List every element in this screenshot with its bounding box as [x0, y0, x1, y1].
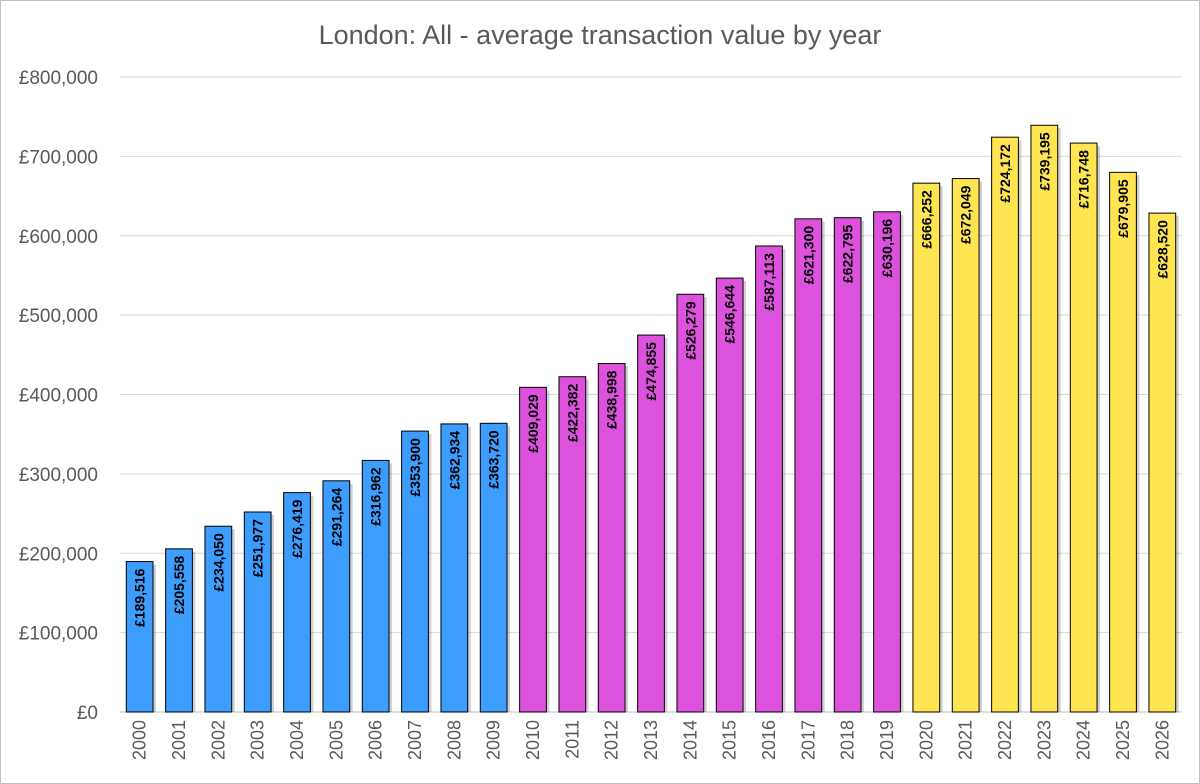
x-tick-label: 2019	[877, 720, 897, 760]
x-tick-label: 2009	[484, 720, 504, 760]
bar-2006	[361, 459, 390, 713]
data-label: £474,855	[643, 342, 659, 401]
y-axis-tick-labels: £0 £100,000 £200,000 £300,000 £400,000 £500,0…	[19, 68, 98, 724]
data-labels: £189,516 £205,558 £234,050 £251,977 £276,419…	[132, 132, 1171, 627]
x-tick-label: 2011	[562, 720, 582, 759]
bar-2007	[401, 430, 429, 713]
bar-2023	[1030, 124, 1059, 713]
x-tick-label: 2010	[523, 720, 543, 760]
bar-2022	[991, 136, 1019, 713]
data-label: £672,049	[958, 185, 974, 244]
data-label: £628,520	[1154, 220, 1170, 279]
x-tick-label: 2025	[1113, 720, 1133, 760]
bar-2003	[243, 511, 272, 713]
data-label: £739,195	[1036, 132, 1052, 191]
bar-2013	[637, 334, 665, 713]
data-label: £422,382	[564, 384, 580, 443]
bar-2011	[558, 376, 587, 713]
data-label: £622,795	[840, 224, 856, 283]
x-tick-label: 2004	[287, 720, 307, 760]
y-tick-label: £700,000	[19, 147, 98, 168]
y-tick-label: £800,000	[19, 68, 98, 89]
data-label: £526,279	[682, 301, 698, 360]
x-tick-label: 2023	[1034, 720, 1054, 760]
x-tick-label: 2020	[916, 720, 936, 760]
y-tick-label: £0	[77, 703, 98, 724]
bar-2008	[440, 423, 469, 713]
x-tick-label: 2002	[208, 720, 228, 760]
y-tick-label: £200,000	[19, 544, 98, 565]
bar-2018	[833, 217, 862, 713]
bar-2002	[204, 525, 233, 713]
y-tick-label: £300,000	[19, 465, 98, 486]
data-label: £363,720	[486, 430, 502, 489]
data-label: £353,900	[407, 438, 423, 497]
x-tick-label: 2021	[956, 720, 976, 760]
data-label: £630,196	[879, 219, 895, 278]
data-label: £438,998	[604, 370, 620, 429]
data-label: £189,516	[132, 568, 148, 627]
bar-2001	[165, 548, 193, 713]
bar-2009	[479, 422, 508, 713]
bar-2005	[322, 480, 351, 713]
y-tick-label: £100,000	[19, 624, 98, 645]
x-tick-label: 2005	[326, 720, 346, 760]
bar-2016	[755, 245, 783, 713]
bar-2017	[794, 218, 823, 713]
bar-2019	[873, 211, 901, 713]
x-tick-label: 2015	[720, 720, 740, 760]
data-label: £724,172	[997, 144, 1013, 203]
bar-2014	[676, 293, 705, 713]
bar-2026	[1148, 212, 1177, 713]
data-label: £621,300	[800, 226, 816, 285]
x-tick-label: 2001	[169, 720, 189, 760]
y-tick-label: £600,000	[19, 227, 98, 248]
bar-2000	[125, 561, 154, 713]
data-label: £362,934	[446, 431, 462, 490]
x-tick-label: 2026	[1152, 720, 1172, 760]
data-label: £666,252	[918, 190, 934, 249]
x-tick-label: 2008	[444, 720, 464, 760]
x-tick-label: 2024	[1074, 720, 1094, 760]
bar-2010	[519, 386, 547, 713]
data-label: £251,977	[250, 519, 266, 578]
x-tick-label: 2000	[130, 720, 150, 760]
data-label: £276,419	[289, 499, 305, 558]
x-tick-label: 2014	[680, 720, 700, 760]
bar-2012	[597, 363, 626, 713]
y-tick-label: £500,000	[19, 306, 98, 327]
x-tick-label: 2007	[405, 720, 425, 760]
data-label: £291,264	[328, 488, 344, 547]
chart-title: London: All - average transaction value …	[319, 20, 882, 50]
data-label: £205,558	[171, 556, 187, 615]
x-tick-label: 2012	[602, 720, 622, 760]
data-label: £679,905	[1115, 179, 1131, 238]
x-tick-label: 2003	[248, 720, 268, 760]
data-label: £587,113	[761, 253, 777, 311]
data-label: £409,029	[525, 394, 541, 453]
x-tick-label: 2016	[759, 720, 779, 760]
data-label: £716,748	[1076, 150, 1092, 209]
x-tick-label: 2018	[838, 720, 858, 760]
data-label: £316,962	[368, 467, 384, 526]
x-tick-label: 2022	[995, 720, 1015, 760]
y-tick-label: £400,000	[19, 386, 98, 407]
x-axis-tick-labels: 2000 2001 2002 2003 2004 2005 2006 2007 2008 2009…	[130, 720, 1173, 760]
bar-2025	[1109, 171, 1137, 713]
x-tick-label: 2013	[641, 720, 661, 760]
bars	[125, 124, 1179, 713]
bar-2004	[283, 492, 311, 713]
x-tick-label: 2006	[366, 720, 386, 760]
bar-2020	[912, 182, 941, 713]
data-label: £234,050	[210, 533, 226, 592]
bar-2015	[715, 277, 744, 713]
bar-2021	[951, 178, 980, 713]
bar-2024	[1069, 142, 1098, 713]
data-label: £546,644	[722, 285, 738, 344]
x-tick-label: 2017	[798, 720, 818, 760]
